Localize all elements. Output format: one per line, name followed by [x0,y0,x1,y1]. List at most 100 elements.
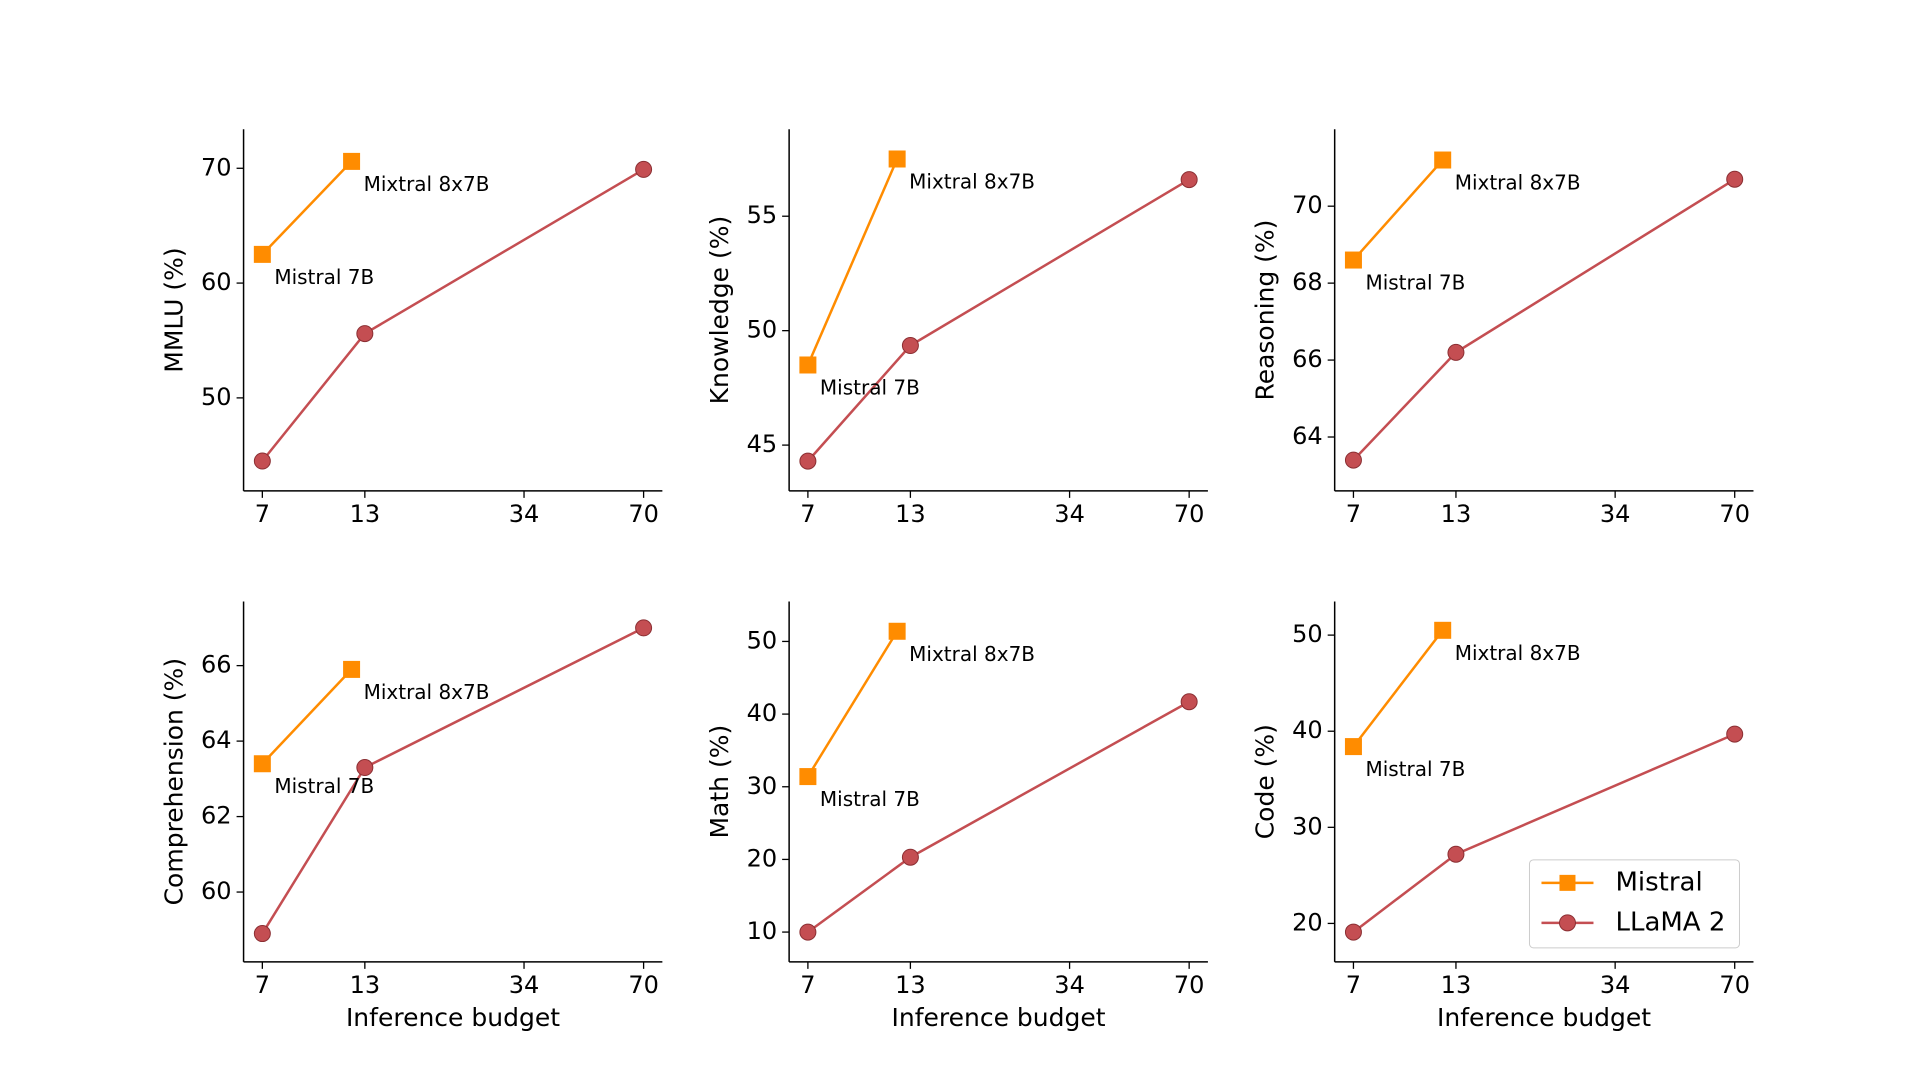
marker [253,925,271,943]
y-tick-label: 62 [201,802,232,830]
series-line [1352,629,1444,748]
annotation: Mistral 7B [1365,757,1465,781]
marker [343,152,361,170]
marker [253,755,271,773]
x-tick-label: 34 [1054,500,1085,528]
marker [1726,170,1744,188]
subplot: 60 62 64 66 7 13 34 70 Comprehension (%) Inferenc… [160,601,663,1032]
marker [1180,171,1198,189]
x-tick-label: 70 [1719,971,1750,999]
y-axis-label: MMLU (%) [160,247,189,372]
annotation: Mistral 7B [1365,271,1465,295]
y-tick-label: 30 [747,772,778,800]
series-line [261,668,353,765]
annotation: Mistral 7B [820,787,920,811]
x-tick-label: 13 [1441,500,1472,528]
x-tick-label: 7 [1346,500,1361,528]
y-axis-label: Math (%) [705,725,734,839]
series-line [1352,178,1736,461]
subplot: 45 50 55 7 13 34 70 Knowledge (%) Mistral 7B Mixt… [705,129,1208,528]
x-axis-label: Inference budget [891,1003,1105,1032]
series-line [806,630,899,778]
y-tick-label: 20 [747,844,778,872]
y-tick-label: 20 [1292,908,1323,936]
series-line [807,700,1190,934]
marker [888,150,906,168]
y-axis-label: Knowledge (%) [705,216,734,405]
marker [1344,251,1362,269]
x-tick-label: 13 [350,971,381,999]
marker [799,452,817,470]
x-tick-label: 7 [255,971,270,999]
marker [356,759,374,777]
annotation: Mistral 7B [820,375,920,399]
legend-label: Mistral [1615,867,1702,897]
series-line [1352,159,1444,261]
marker [1344,451,1362,469]
legend-marker [1558,914,1576,932]
marker [253,452,271,470]
annotation: Mixtral 8x7B [364,172,490,196]
x-tick-label: 7 [800,500,815,528]
annotation: Mixtral 8x7B [909,642,1035,666]
x-tick-label: 70 [1719,500,1750,528]
marker [1434,151,1452,169]
x-tick-label: 70 [628,971,659,999]
marker [1180,693,1198,711]
marker [1447,845,1465,863]
y-axis-label: Code (%) [1251,724,1280,839]
subplot: 10 20 30 40 50 7 13 34 70 Math (%) Inference budge… [705,601,1208,1032]
marker [356,325,374,343]
annotation: Mistral 7B [274,774,374,798]
y-tick-label: 50 [1292,620,1323,648]
x-tick-label: 13 [895,500,926,528]
y-tick-label: 66 [1292,345,1323,373]
y-tick-label: 70 [1292,191,1323,219]
marker [635,160,653,178]
x-tick-label: 34 [509,971,540,999]
legend-label: LLaMA 2 [1615,907,1725,937]
y-tick-label: 60 [201,877,232,905]
x-tick-label: 13 [1441,971,1472,999]
marker [888,622,906,640]
marker [1344,738,1362,756]
y-tick-label: 40 [747,699,778,727]
marker [635,619,653,637]
series-line [806,158,899,366]
marker [901,337,919,355]
marker [1447,343,1465,361]
x-tick-label: 7 [1346,971,1361,999]
y-tick-label: 50 [201,383,232,411]
marker [799,768,817,786]
y-tick-label: 50 [747,316,778,344]
annotation: Mistral 7B [274,265,374,289]
y-tick-label: 64 [1292,422,1323,450]
x-tick-label: 70 [628,500,659,528]
y-tick-label: 45 [747,430,778,458]
marker [799,923,817,941]
marker [1344,923,1362,941]
y-tick-label: 70 [201,153,232,181]
x-tick-label: 34 [1600,971,1631,999]
x-tick-label: 34 [509,500,540,528]
series-line [806,178,1190,462]
legend-marker [1559,874,1576,891]
annotation: Mixtral 8x7B [364,680,490,704]
annotation: Mixtral 8x7B [1455,171,1581,195]
y-tick-label: 30 [1292,812,1323,840]
subplot: 50 60 70 7 13 34 70 MMLU (%) Mistral 7B Mixtral 8… [160,129,663,528]
x-tick-label: 70 [1174,971,1205,999]
marker [1434,621,1452,639]
x-tick-label: 34 [1600,500,1631,528]
marker [901,848,919,866]
subplot: 64 66 68 70 7 13 34 70 Reasoning (%) Mistral 7B Mi… [1251,129,1754,528]
x-axis-label: Inference budget [1437,1003,1651,1032]
marker [799,356,817,374]
x-tick-label: 13 [350,500,381,528]
y-tick-label: 40 [1292,716,1323,744]
x-axis-label: Inference budget [346,1003,560,1032]
annotation: Mixtral 8x7B [1455,641,1581,665]
marker [253,245,271,263]
x-tick-label: 34 [1054,971,1085,999]
